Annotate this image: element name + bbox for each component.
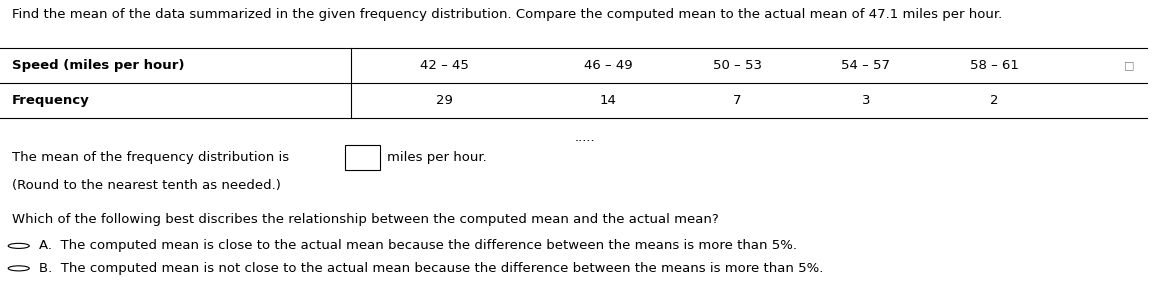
Text: miles per hour.: miles per hour. bbox=[387, 151, 487, 164]
Text: 14: 14 bbox=[600, 94, 617, 107]
Text: 3: 3 bbox=[861, 94, 870, 107]
Text: 29: 29 bbox=[436, 94, 453, 107]
Text: 42 – 45: 42 – 45 bbox=[420, 59, 469, 72]
Text: Speed (miles per hour): Speed (miles per hour) bbox=[12, 59, 184, 72]
Text: □: □ bbox=[1124, 60, 1134, 70]
Text: 7: 7 bbox=[732, 94, 742, 107]
Text: B.  The computed mean is not close to the actual mean because the difference bet: B. The computed mean is not close to the… bbox=[39, 262, 823, 275]
Text: Find the mean of the data summarized in the given frequency distribution. Compar: Find the mean of the data summarized in … bbox=[12, 8, 1002, 21]
Text: (Round to the nearest tenth as needed.): (Round to the nearest tenth as needed.) bbox=[12, 179, 281, 192]
Text: 54 – 57: 54 – 57 bbox=[841, 59, 890, 72]
Text: Which of the following best discribes the relationship between the computed mean: Which of the following best discribes th… bbox=[12, 213, 718, 226]
Text: .....: ..... bbox=[574, 131, 596, 144]
Text: 46 – 49: 46 – 49 bbox=[584, 59, 633, 72]
FancyBboxPatch shape bbox=[345, 145, 380, 170]
Text: A.  The computed mean is close to the actual mean because the difference between: A. The computed mean is close to the act… bbox=[39, 239, 797, 252]
Text: 2: 2 bbox=[990, 94, 999, 107]
Text: 58 – 61: 58 – 61 bbox=[970, 59, 1019, 72]
Text: Frequency: Frequency bbox=[12, 94, 89, 107]
Text: The mean of the frequency distribution is: The mean of the frequency distribution i… bbox=[12, 151, 289, 164]
Text: 50 – 53: 50 – 53 bbox=[713, 59, 762, 72]
